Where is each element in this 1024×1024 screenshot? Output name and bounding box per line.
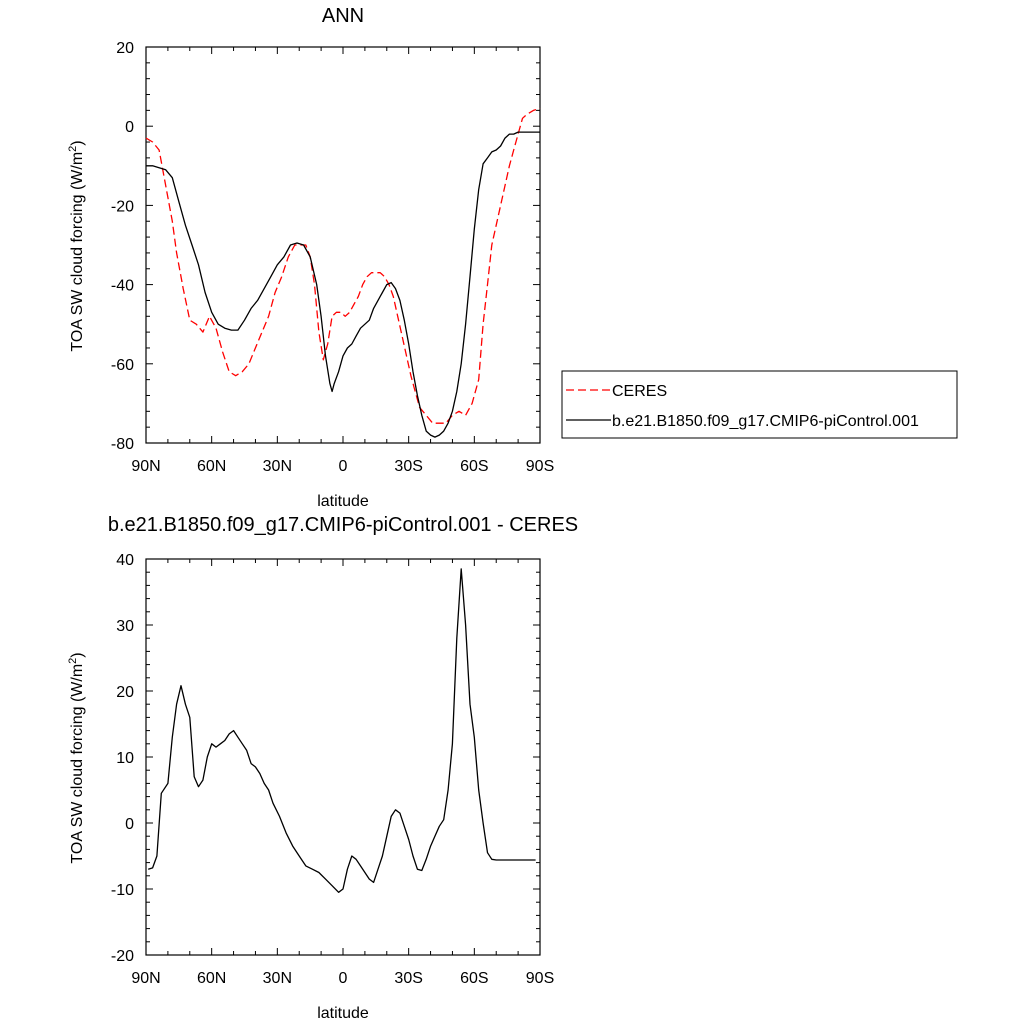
top-x-tick-label: 90N	[131, 458, 160, 475]
top-y-tick-label: 20	[116, 40, 134, 57]
top-x-tick-label: 30N	[263, 458, 292, 475]
top-chart-ylabel: TOA SW cloud forcing (W/m2)	[67, 140, 86, 351]
top-x-tick-label: 60N	[197, 458, 226, 475]
bottom-y-tick-label: -20	[111, 948, 134, 965]
top-chart-legend: CERES b.e21.B1850.f09_g17.CMIP6-piContro…	[561, 370, 958, 439]
bottom-chart-panel: b.e21.B1850.f09_g17.CMIP6-piControl.001 …	[67, 514, 578, 1022]
top-y-tick-label: -20	[111, 198, 134, 215]
legend-label-ceres: CERES	[612, 383, 667, 400]
top-x-tick-label: 90S	[526, 458, 554, 475]
top-chart-title: ANN	[322, 5, 364, 27]
top-x-tick-label: 30S	[394, 458, 422, 475]
bottom-y-tick-label: 0	[125, 816, 134, 833]
top-y-tick-label: -40	[111, 278, 134, 295]
bottom-y-tick-label: -10	[111, 882, 134, 899]
bottom-x-tick-label: 90S	[526, 970, 554, 987]
top-series-line-1	[146, 131, 540, 438]
bottom-y-tick-label: 30	[116, 618, 134, 635]
top-chart-panel: ANN latitude TOA SW cloud forcing (W/m2)…	[67, 5, 554, 510]
bottom-y-tick-label: 20	[116, 684, 134, 701]
bottom-x-tick-label: 0	[339, 970, 348, 987]
bottom-x-tick-label: 60S	[460, 970, 488, 987]
top-y-tick-label: -60	[111, 357, 134, 374]
bottom-x-tick-label: 30N	[263, 970, 292, 987]
bottom-chart-title: b.e21.B1850.f09_g17.CMIP6-piControl.001 …	[108, 514, 578, 536]
top-chart-xlabel: latitude	[317, 493, 369, 510]
legend-box	[561, 370, 958, 439]
bottom-plot-frame	[145, 558, 541, 956]
bottom-x-tick-label: 60N	[197, 970, 226, 987]
bottom-y-tick-label: 10	[116, 750, 134, 767]
top-plot-frame	[145, 46, 541, 444]
top-y-tick-label: -80	[111, 436, 134, 453]
top-x-tick-label: 0	[339, 458, 348, 475]
bottom-series-line-0	[148, 568, 536, 893]
bottom-chart-xlabel: latitude	[317, 1005, 369, 1022]
bottom-x-tick-label: 30S	[394, 970, 422, 987]
bottom-x-tick-label: 90N	[131, 970, 160, 987]
legend-label-model: b.e21.B1850.f09_g17.CMIP6-piControl.001	[612, 413, 919, 430]
bottom-chart-ylabel: TOA SW cloud forcing (W/m2)	[67, 652, 86, 863]
bottom-y-tick-label: 40	[116, 552, 134, 569]
top-y-tick-label: 0	[125, 119, 134, 136]
top-series-line-0	[145, 107, 541, 424]
top-x-tick-label: 60S	[460, 458, 488, 475]
